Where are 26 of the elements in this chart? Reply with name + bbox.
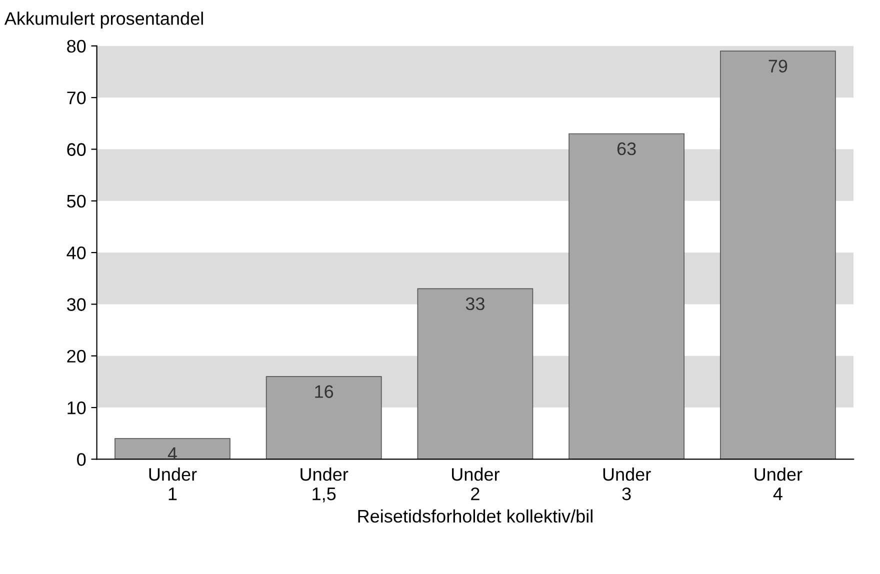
y-tick-label: 70 xyxy=(67,92,86,104)
x-tick-label: Under 1 xyxy=(149,468,197,500)
y-tick-label: 20 xyxy=(67,350,86,363)
y-tick-label: 40 xyxy=(66,246,86,260)
x-tick-label: Under 3 xyxy=(603,468,651,500)
data-label: 79 xyxy=(768,60,788,73)
y-tick-label: 50 xyxy=(67,194,86,208)
x-tick-label: Under 4 xyxy=(754,468,802,500)
data-label: 16 xyxy=(315,385,334,398)
bar xyxy=(417,288,534,460)
bar xyxy=(568,133,684,460)
bar xyxy=(114,438,230,460)
bar xyxy=(266,376,382,460)
data-label: 63 xyxy=(617,142,636,156)
data-label: 4 xyxy=(168,447,177,460)
x-tick-label: Under 1,5 xyxy=(300,468,348,502)
y-axis-title: Akkumulert prosentandel xyxy=(4,12,203,29)
bar xyxy=(720,50,836,460)
data-label: 33 xyxy=(466,297,484,310)
y-tick-label: 60 xyxy=(67,143,86,156)
y-tick-label: 80 xyxy=(67,40,86,53)
x-tick-label: Under 2 xyxy=(452,468,500,500)
y-tick-label: 0 xyxy=(77,453,86,466)
x-axis-title: Reisetidsforholdet kollektiv/bil xyxy=(358,509,592,523)
y-tick-label: 30 xyxy=(66,298,86,311)
y-tick-label: 10 xyxy=(68,401,86,414)
